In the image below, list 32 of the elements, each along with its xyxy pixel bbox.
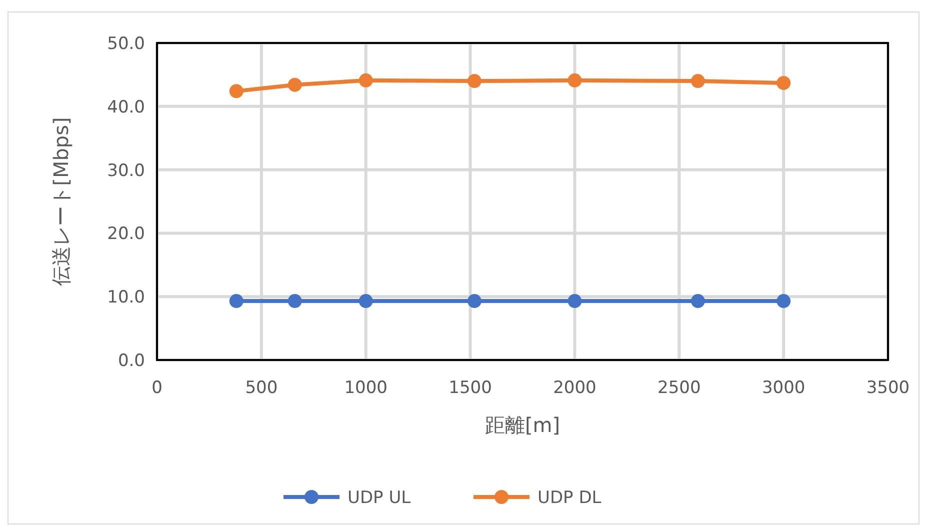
x-tick-label: 3000: [762, 378, 806, 398]
x-tick-label: 2500: [658, 378, 701, 398]
legend-label: UDP DL: [538, 488, 602, 508]
point: [358, 73, 373, 88]
point: [467, 294, 482, 308]
point: [288, 78, 302, 92]
point: [690, 294, 705, 308]
point: [467, 74, 482, 88]
y-tick-label: 30.0: [107, 160, 145, 181]
legend-label: UDP UL: [348, 488, 412, 508]
x-axis-title: 距離[m]: [484, 413, 560, 437]
point: [690, 74, 705, 88]
point: [229, 294, 244, 308]
x-tick-label: 1500: [448, 378, 492, 398]
point: [568, 73, 582, 88]
point: [776, 76, 791, 90]
y-axis-title: 伝送レート[Mbps]: [49, 117, 73, 286]
y-tick-label: 10.0: [107, 288, 145, 308]
x-tick-label: 2000: [553, 378, 596, 398]
x-tick-label: 500: [245, 378, 278, 398]
x-tick-label: 1000: [344, 378, 388, 398]
y-tick-label: 40.0: [107, 97, 145, 118]
y-tick-label: 50.0: [107, 34, 145, 54]
point: [288, 294, 302, 308]
y-tick-label: 20.0: [107, 224, 145, 244]
point: [358, 294, 373, 308]
x-tick-label: 0: [152, 378, 162, 398]
point: [776, 294, 791, 308]
point: [229, 84, 244, 98]
y-tick-label: 0.0: [118, 351, 145, 371]
x-tick-label: 3500: [866, 378, 910, 398]
point: [568, 294, 582, 308]
